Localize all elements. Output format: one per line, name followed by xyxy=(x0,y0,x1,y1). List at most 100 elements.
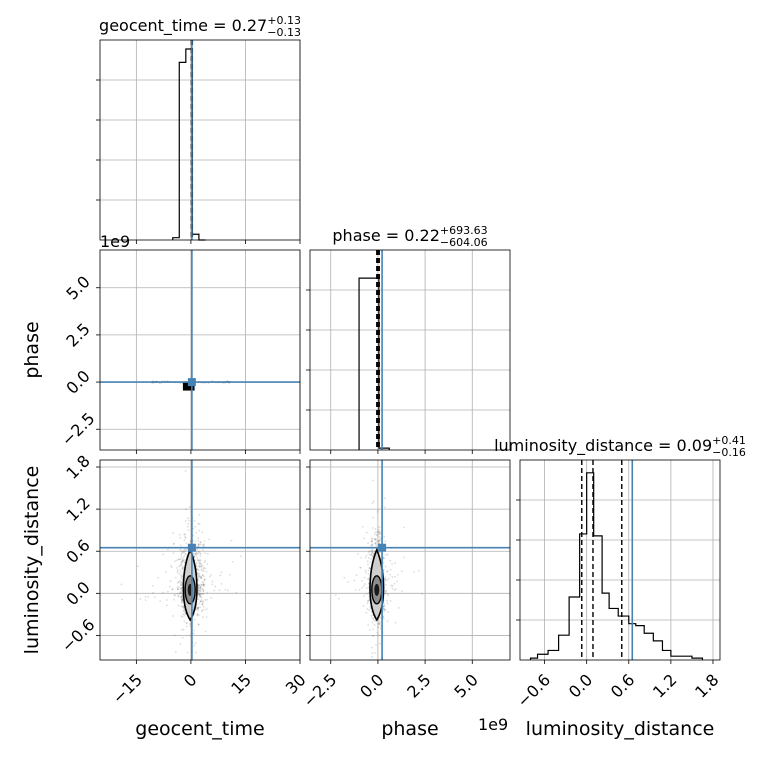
sample-point xyxy=(197,560,200,562)
sample-point xyxy=(192,552,195,555)
sample-point xyxy=(202,600,205,603)
sample-point xyxy=(365,592,368,595)
sample-point xyxy=(389,573,392,576)
sample-point xyxy=(367,591,370,594)
sample-point xyxy=(394,588,397,591)
sample-point xyxy=(186,517,189,520)
x-tick-label: −2.5 xyxy=(299,670,340,711)
truth-marker xyxy=(187,378,196,387)
sample-point xyxy=(382,617,385,620)
panel-luminosity_distance-phase xyxy=(306,459,511,664)
sample-point xyxy=(372,628,375,631)
sample-point xyxy=(374,528,377,530)
sample-point xyxy=(202,589,205,592)
title-main: phase = 0.22 xyxy=(332,226,439,245)
sample-point xyxy=(183,609,186,611)
sample-point xyxy=(180,601,183,603)
sample-point xyxy=(353,662,355,664)
sample-point xyxy=(193,629,196,632)
sample-point xyxy=(179,558,182,561)
sample-point xyxy=(378,533,380,536)
sample-point xyxy=(201,600,204,603)
sample-point xyxy=(382,557,385,559)
sample-point xyxy=(197,584,200,586)
sample-point xyxy=(180,582,182,585)
sample-point xyxy=(121,598,123,601)
sample-point xyxy=(187,522,190,525)
sample-point xyxy=(180,595,183,597)
sample-point xyxy=(181,567,184,570)
sample-point xyxy=(179,579,182,582)
sample-point xyxy=(372,500,375,503)
sample-point xyxy=(177,581,180,583)
sample-point xyxy=(365,571,367,574)
sample-point xyxy=(368,553,371,556)
sample-point xyxy=(197,614,200,617)
sample-point xyxy=(174,560,176,563)
sample-point xyxy=(186,651,189,654)
sample-point xyxy=(198,595,201,598)
sample-point xyxy=(219,574,222,577)
sample-point xyxy=(208,538,211,541)
x-tick-label: 1.8 xyxy=(691,670,722,701)
sample-point xyxy=(343,576,346,579)
sample-point xyxy=(386,593,389,596)
sample-point xyxy=(198,590,201,592)
sample-point xyxy=(377,622,380,625)
sample-point xyxy=(362,585,365,587)
sample-point xyxy=(179,536,182,539)
sample-point xyxy=(195,553,198,556)
sample-point xyxy=(334,594,337,597)
sample-point xyxy=(377,509,380,511)
sample-point xyxy=(182,551,185,554)
histogram-geocent_time xyxy=(172,48,206,241)
sample-point xyxy=(192,527,195,530)
sample-point xyxy=(203,561,206,564)
sample-point xyxy=(144,599,147,602)
sample-point xyxy=(210,597,212,600)
sample-point xyxy=(200,541,202,544)
sample-point xyxy=(196,572,199,575)
sample-point xyxy=(382,556,385,559)
sample-point xyxy=(178,586,181,589)
sample-point xyxy=(184,553,187,556)
sample-point xyxy=(195,551,198,553)
panel-luminosity_distance-geocent_time xyxy=(96,459,301,664)
sample-point xyxy=(197,543,200,546)
sample-point xyxy=(370,614,373,617)
title-lower-error: −0.16 xyxy=(712,446,746,459)
sample-point xyxy=(386,602,389,605)
sample-point xyxy=(181,601,184,604)
sample-point xyxy=(370,553,372,556)
sample-point xyxy=(197,586,200,588)
sample-point xyxy=(211,583,213,586)
sample-point xyxy=(200,565,202,567)
sample-point xyxy=(202,590,205,592)
sample-point xyxy=(363,594,365,597)
sample-point xyxy=(194,559,197,562)
sample-point xyxy=(178,533,181,536)
density-core xyxy=(182,382,195,391)
y-tick-label: 0.6 xyxy=(62,536,93,567)
sample-point xyxy=(198,513,201,516)
sample-point xyxy=(193,555,196,558)
y-tick-label: −2.5 xyxy=(58,409,99,450)
sample-point xyxy=(193,618,196,621)
sample-point xyxy=(205,608,208,611)
sample-point xyxy=(365,611,368,614)
sample-point xyxy=(366,560,369,563)
sample-point xyxy=(182,560,184,563)
sample-point xyxy=(179,588,182,591)
sample-point xyxy=(197,606,200,609)
sample-point xyxy=(199,590,202,593)
sample-point xyxy=(366,608,369,610)
sample-point xyxy=(189,622,192,625)
sample-point xyxy=(366,599,369,602)
sample-point xyxy=(179,580,181,583)
sample-point xyxy=(383,605,386,608)
sample-point xyxy=(197,592,200,595)
sample-point xyxy=(366,587,368,590)
x-tick-label: 15 xyxy=(227,670,255,698)
sample-point xyxy=(360,579,363,582)
axes-frame xyxy=(519,459,721,661)
